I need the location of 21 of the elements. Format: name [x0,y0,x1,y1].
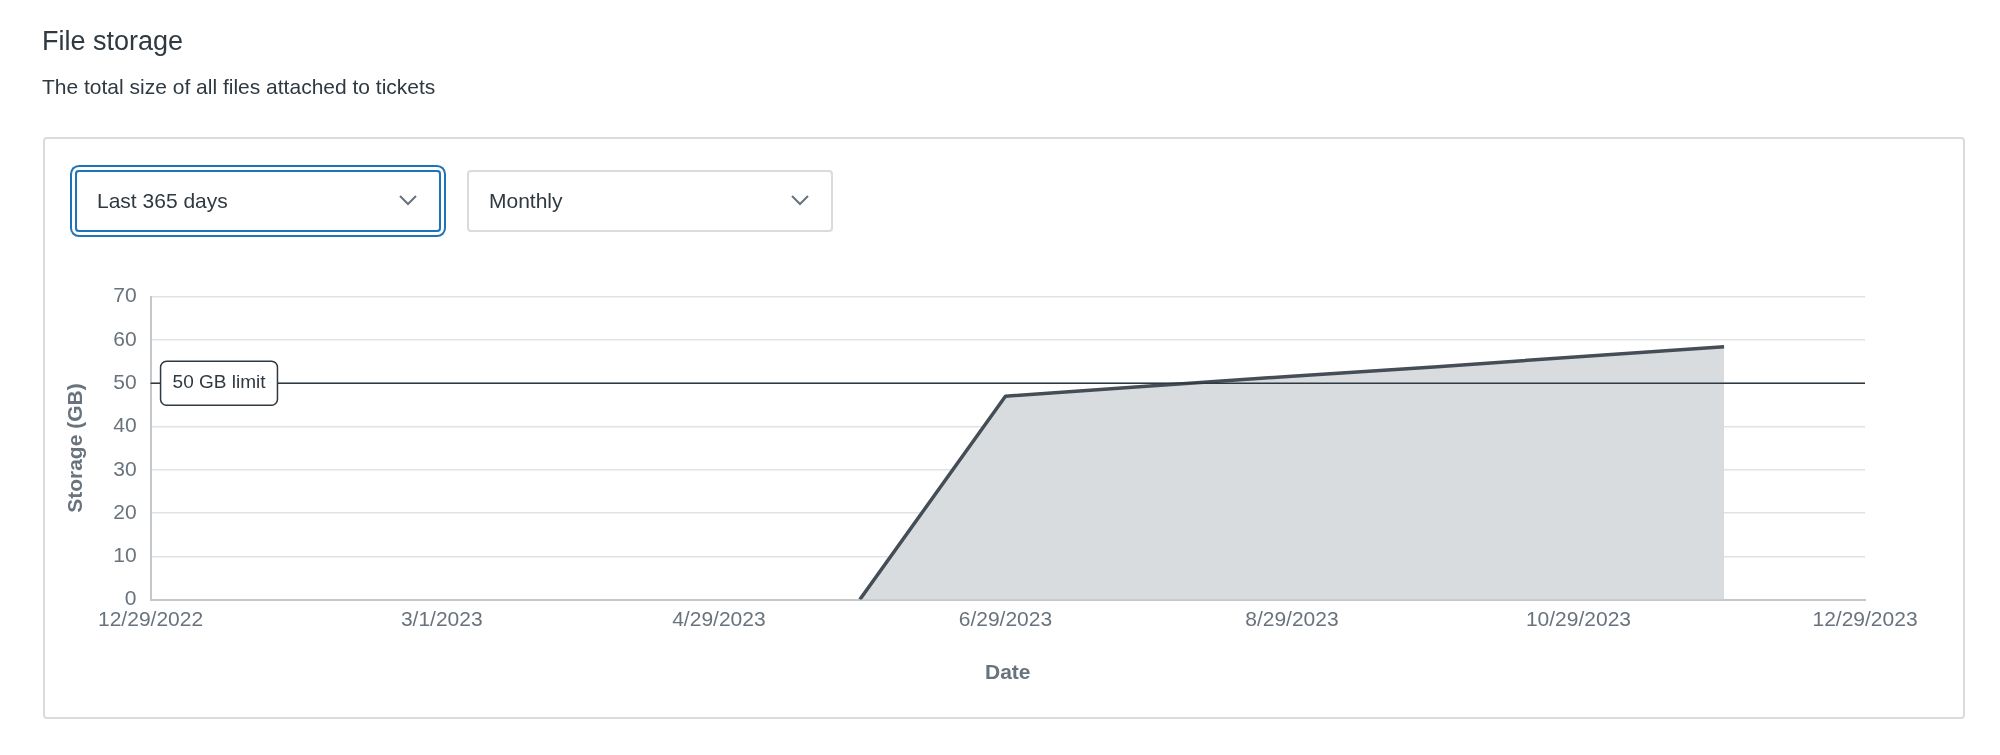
x-tick-label: 12/29/2023 [1812,607,1918,630]
x-tick-label: 10/29/2023 [1525,607,1632,630]
y-tick-label: 10 [113,543,137,567]
y-tick-label: 0 [124,586,137,610]
y-axis-title: Storage (GB) [63,383,87,513]
y-tick-label: 40 [113,413,137,437]
ref-line-label: 50 GB limit [172,371,267,393]
x-tick-label: 6/29/2023 [958,607,1053,630]
x-tick-label: 3/1/2023 [400,607,483,630]
chart-subtitle: The total size of all files attached to tickets [42,75,436,99]
y-tick-label: 30 [113,456,137,480]
dropdown: Monthly [467,170,833,232]
y-tick-label: 50 [113,369,137,393]
y-tick-label: 20 [113,499,137,523]
x-axis-title: Date [985,660,1031,684]
y-tick-label: 60 [113,326,137,350]
chart-title: File storage [42,26,184,57]
x-tick-label: 4/29/2023 [672,607,766,630]
x-tick-label: 12/29/2022 [98,607,204,630]
x-tick-label: 8/29/2023 [1245,607,1339,630]
y-tick-label: 70 [113,283,137,307]
